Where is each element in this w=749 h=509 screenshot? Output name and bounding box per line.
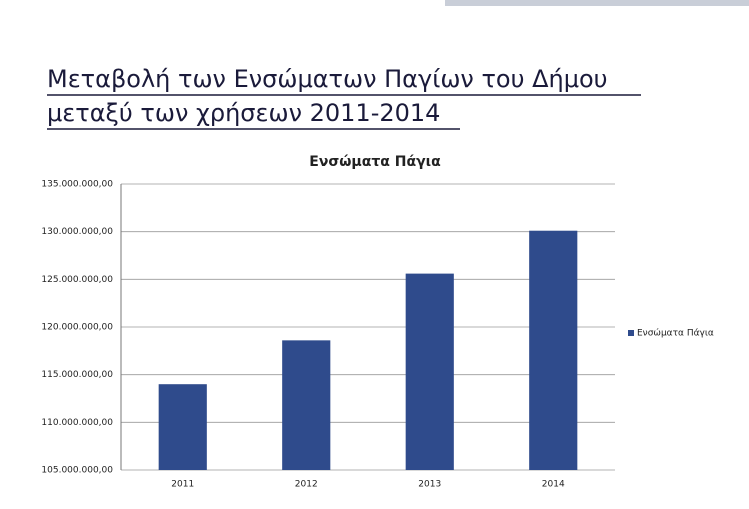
y-tick-label: 135.000.000,00 xyxy=(41,180,113,190)
bar xyxy=(282,340,331,470)
x-tick-label: 2013 xyxy=(418,480,441,490)
y-tick-label: 125.000.000,00 xyxy=(41,275,113,285)
x-tick-label: 2012 xyxy=(295,480,318,490)
y-tick-label: 115.000.000,00 xyxy=(41,370,113,380)
legend-swatch xyxy=(628,330,634,336)
bar xyxy=(158,384,207,470)
chart-title: Ενσώματα Πάγια xyxy=(309,154,441,170)
heading-line: Μεταβολή των Ενσώματων Παγίων του Δήμου xyxy=(47,65,608,93)
y-tick-label: 105.000.000,00 xyxy=(41,466,113,476)
x-tick-label: 2014 xyxy=(542,480,565,490)
x-tick-label: 2011 xyxy=(171,480,194,490)
y-tick-label: 120.000.000,00 xyxy=(41,323,113,333)
bar xyxy=(529,230,578,470)
y-tick-label: 130.000.000,00 xyxy=(41,227,113,237)
bar xyxy=(405,273,454,470)
y-tick-label: 110.000.000,00 xyxy=(41,418,113,428)
legend-label: Ενσώματα Πάγια xyxy=(637,328,714,339)
scan-stripe xyxy=(445,0,749,6)
heading-line: μεταξύ των χρήσεων 2011-2014 xyxy=(47,99,440,127)
